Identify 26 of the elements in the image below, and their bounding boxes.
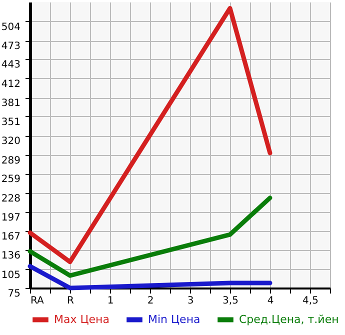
y-tick-label: 136 bbox=[1, 250, 20, 262]
x-tick-label: 2 bbox=[147, 296, 154, 306]
legend-label: Сред.Цена, т.йен bbox=[239, 312, 339, 326]
x-tick-label: R bbox=[67, 296, 74, 306]
x-tick-label: 3 bbox=[187, 296, 194, 306]
y-tick-label: 351 bbox=[1, 116, 20, 128]
y-tick-label: 320 bbox=[1, 136, 20, 148]
legend-label: Min Цена bbox=[148, 312, 200, 326]
y-tick-label: 228 bbox=[1, 193, 20, 204]
y-tick-label: 259 bbox=[1, 174, 20, 186]
x-tick-label: 1 bbox=[107, 296, 114, 306]
y-tick-label: 504 bbox=[1, 22, 20, 33]
x-tick-label: 3,5 bbox=[222, 296, 238, 306]
x-tick-label: RA bbox=[30, 296, 44, 306]
y-tick-label: 381 bbox=[1, 98, 20, 110]
y-tick-label: 75 bbox=[8, 288, 20, 300]
legend-label: Max Цена bbox=[54, 312, 110, 326]
y-tick-label: 105 bbox=[1, 270, 20, 281]
x-tick-label: 4,5 bbox=[302, 296, 318, 306]
y-tick-label: 167 bbox=[1, 231, 20, 242]
y-tick-label: 289 bbox=[1, 155, 20, 166]
y-tick-label: 412 bbox=[1, 78, 20, 90]
y-tick-label: 473 bbox=[1, 41, 20, 52]
y-tick-label: 197 bbox=[1, 212, 20, 224]
y-tick-label: 443 bbox=[1, 60, 20, 71]
x-tick-label: 4 bbox=[267, 296, 274, 306]
